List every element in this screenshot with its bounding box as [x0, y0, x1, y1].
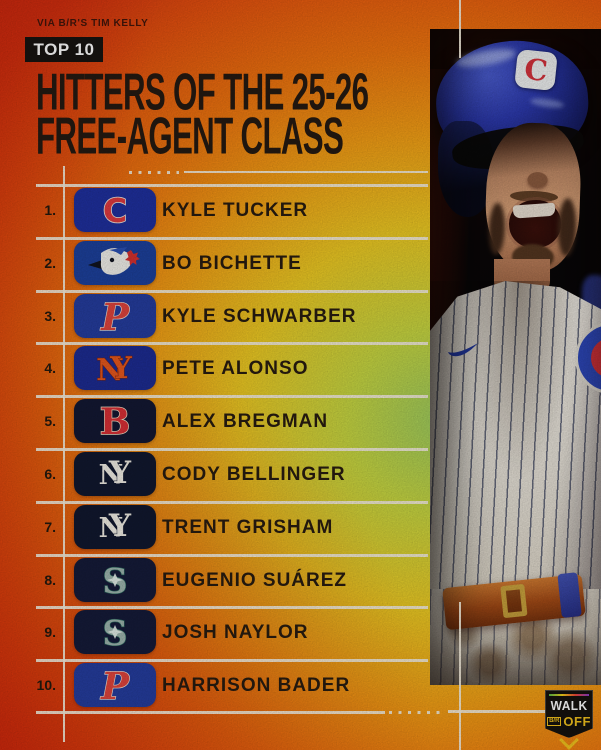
- new-york-yankees-logo-chip: N Y: [74, 452, 156, 496]
- player-photo: C: [430, 29, 601, 685]
- list-left-vertical-line: [63, 166, 65, 742]
- player-name: KYLE TUCKER: [162, 200, 309, 221]
- rank-label: 10.: [36, 677, 56, 693]
- svg-text:Y: Y: [108, 508, 132, 544]
- top10-badge: TOP 10: [25, 37, 103, 62]
- row-line-3: [36, 342, 428, 345]
- player-name: BO BICHETTE: [162, 253, 302, 274]
- new-york-mets-logo-chip: N Y: [74, 346, 156, 390]
- seattle-mariners-logo-chip: S: [74, 558, 156, 602]
- player-name: TRENT GRISHAM: [162, 517, 334, 538]
- svg-text:Y: Y: [108, 455, 132, 491]
- top-dotted-line: [129, 171, 179, 174]
- top-accent-line: [184, 171, 428, 173]
- title-line-2: FREE-AGENT CLASS: [36, 106, 344, 165]
- boston-red-sox-logo-chip: B: [74, 399, 156, 443]
- seattle-mariners-logo-chip: S: [74, 610, 156, 654]
- phillies-p-icon: P: [99, 663, 130, 707]
- walkoff-walk-text: WALK: [550, 698, 588, 713]
- rank-label: 2.: [44, 255, 56, 271]
- player-name: HARRISON BADER: [162, 675, 351, 696]
- row-line-0: [36, 184, 428, 187]
- rank-label: 6.: [44, 466, 56, 482]
- player-name: PETE ALONSO: [162, 358, 309, 379]
- chicago-cubs-logo-chip: C: [74, 188, 156, 232]
- svg-text:Y: Y: [109, 351, 132, 386]
- svg-text:P: P: [100, 664, 130, 707]
- row-line-7: [36, 554, 428, 557]
- bottom-dotted-line: [389, 711, 446, 714]
- player-name: CODY BELLINGER: [162, 464, 346, 485]
- row-line-2: [36, 290, 428, 293]
- walkoff-accent-bar: [549, 694, 589, 696]
- cubs-c-icon: C: [102, 190, 128, 231]
- rank-label: 8.: [44, 572, 56, 588]
- rank-label: 3.: [44, 308, 56, 324]
- row-line-1: [36, 237, 428, 240]
- mariners-s-icon: S: [102, 560, 128, 602]
- new-york-yankees-logo-chip: N Y: [74, 505, 156, 549]
- mariners-s-icon: S: [102, 612, 128, 654]
- philadelphia-phillies-logo-chip: P: [74, 294, 156, 338]
- bottom-line-right: [448, 710, 545, 713]
- svg-text:C: C: [103, 191, 127, 230]
- yankees-ny-icon: N Y: [99, 455, 133, 492]
- walkoff-off-row: B/R OFF: [547, 714, 591, 729]
- yankees-ny-icon: N Y: [99, 508, 133, 545]
- rank-label: 1.: [44, 202, 56, 218]
- svg-text:B: B: [100, 401, 130, 443]
- philadelphia-phillies-logo-chip: P: [74, 663, 156, 707]
- attribution-text: VIA B/R'S TIM KELLY: [37, 18, 149, 29]
- row-line-4: [36, 395, 428, 398]
- svg-text:P: P: [100, 295, 130, 338]
- row-line-5: [36, 448, 428, 451]
- player-name: KYLE SCHWARBER: [162, 306, 357, 327]
- player-name: EUGENIO SUÁREZ: [162, 570, 348, 591]
- rank-label: 7.: [44, 519, 56, 535]
- rank-label: 9.: [44, 624, 56, 640]
- player-name: ALEX BREGMAN: [162, 411, 329, 432]
- red-sox-b-icon: B: [99, 400, 131, 443]
- rank-label: 4.: [44, 360, 56, 376]
- br-mark: B/R: [547, 717, 562, 726]
- row-line-8: [36, 606, 428, 609]
- bottom-right-tick-line: [459, 602, 461, 750]
- rank-label: 5.: [44, 413, 56, 429]
- toronto-blue-jays-logo-chip: [74, 241, 156, 285]
- walkoff-logo: WALK B/R OFF: [545, 690, 593, 750]
- walkoff-off-text: OFF: [563, 714, 591, 729]
- photo-vignette: [430, 29, 601, 685]
- phillies-p-icon: P: [99, 294, 130, 338]
- player-name: JOSH NAYLOR: [162, 622, 309, 643]
- row-line-9: [36, 659, 428, 662]
- blue-jays-bird-icon: [88, 247, 140, 275]
- top-right-tick-line: [459, 0, 461, 58]
- row-line-6: [36, 501, 428, 504]
- mets-ny-icon: N Y: [96, 351, 133, 389]
- bottom-line-left: [36, 711, 385, 714]
